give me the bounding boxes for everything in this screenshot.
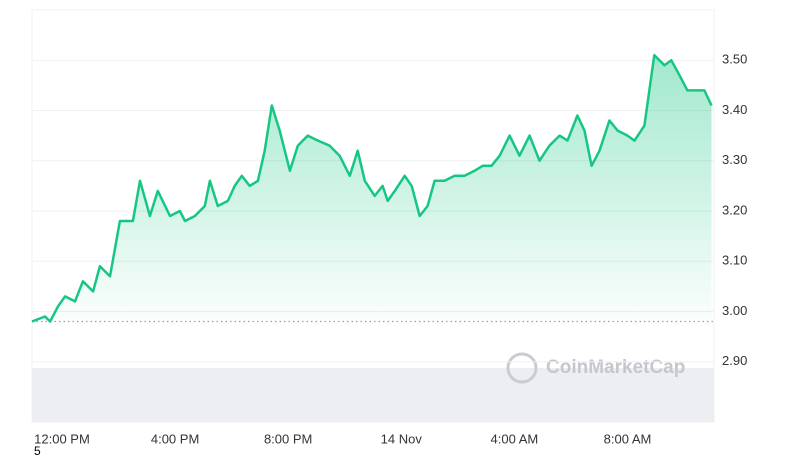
watermark-logo — [506, 352, 538, 384]
y-tick-label: 3.00 — [722, 303, 747, 318]
footnote: 5 — [34, 444, 41, 458]
x-tick-label: 12:00 PM — [34, 431, 90, 446]
y-tick-label: 3.10 — [722, 253, 747, 268]
y-tick-label: 3.50 — [722, 52, 747, 67]
y-tick-label: 3.20 — [722, 202, 747, 217]
x-tick-label: 4:00 PM — [151, 431, 199, 446]
watermark: CoinMarketCap — [546, 357, 685, 378]
x-tick-label: 8:00 PM — [264, 431, 312, 446]
x-tick-label: 8:00 AM — [604, 431, 652, 446]
y-tick-label: 2.90 — [722, 353, 747, 368]
price-line — [31, 53, 713, 323]
x-tick-label: 14 Nov — [381, 431, 423, 446]
price-area — [32, 55, 712, 322]
y-tick-label: 3.40 — [722, 102, 747, 117]
volume-backdrop — [32, 368, 714, 422]
y-tick-label: 3.30 — [722, 152, 747, 167]
x-tick-label: 4:00 AM — [491, 431, 539, 446]
